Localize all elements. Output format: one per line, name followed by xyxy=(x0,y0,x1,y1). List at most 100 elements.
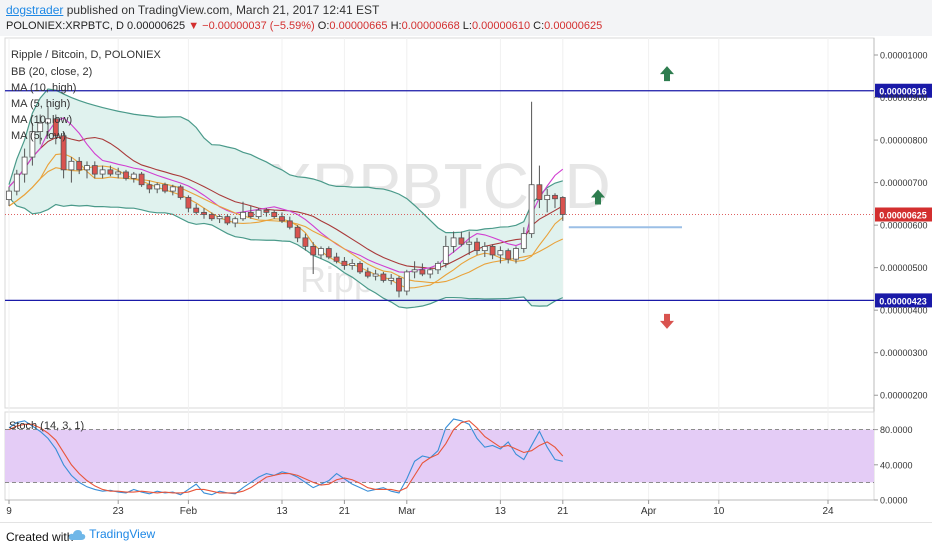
price-chart[interactable]: XRPBTC, D Ripple / Bitcoin 0.000009160.0… xyxy=(0,0,932,522)
candle[interactable] xyxy=(107,165,114,177)
y-axis-tick-label: 0.00000700 xyxy=(880,178,928,188)
candle[interactable] xyxy=(130,171,137,183)
candle[interactable] xyxy=(552,193,558,209)
candle[interactable] xyxy=(419,263,426,277)
candle[interactable] xyxy=(263,208,270,217)
candle[interactable] xyxy=(208,212,215,221)
candle[interactable] xyxy=(505,248,512,264)
tradingview-brand[interactable]: TradingView xyxy=(68,527,155,542)
candle-body xyxy=(325,248,332,258)
candle[interactable] xyxy=(169,184,176,196)
author-link[interactable]: dogstrader xyxy=(6,3,64,17)
candle[interactable] xyxy=(357,261,363,275)
candle[interactable] xyxy=(255,208,262,219)
candle[interactable] xyxy=(240,201,246,221)
candle[interactable] xyxy=(396,276,402,298)
candle-body xyxy=(21,156,28,175)
candle[interactable] xyxy=(271,210,278,219)
candle-body xyxy=(201,211,207,215)
candle-body xyxy=(364,271,371,277)
y-axis-tick-label: 0.00000500 xyxy=(880,263,928,273)
candle[interactable] xyxy=(489,244,496,260)
candle[interactable] xyxy=(185,195,192,213)
candle[interactable] xyxy=(403,269,410,296)
candle[interactable] xyxy=(138,171,145,187)
candle[interactable] xyxy=(146,180,153,194)
candle[interactable] xyxy=(380,271,387,283)
candle[interactable] xyxy=(193,203,200,215)
candle[interactable] xyxy=(45,106,51,136)
candle-body xyxy=(333,256,340,262)
candle[interactable] xyxy=(333,252,340,264)
candle[interactable] xyxy=(123,169,129,181)
candle[interactable] xyxy=(435,261,441,275)
stoch-band xyxy=(5,429,874,483)
candle-body xyxy=(388,277,395,281)
candle[interactable] xyxy=(21,148,28,183)
candle[interactable] xyxy=(6,186,12,206)
candle[interactable] xyxy=(364,267,371,279)
candle[interactable] xyxy=(481,242,488,258)
candle[interactable] xyxy=(513,246,519,264)
published-text: published on TradingView.com, March 21, … xyxy=(66,3,380,17)
candle[interactable] xyxy=(99,165,106,179)
candle[interactable] xyxy=(325,246,332,260)
candle[interactable] xyxy=(497,246,504,264)
candle[interactable] xyxy=(544,188,551,213)
candle-body xyxy=(13,173,20,192)
candle[interactable] xyxy=(286,216,293,230)
candle[interactable] xyxy=(536,165,543,209)
open-label: O: xyxy=(317,20,330,32)
candle[interactable] xyxy=(442,235,449,268)
candle-body xyxy=(419,269,426,275)
candle[interactable] xyxy=(279,212,285,223)
candle[interactable] xyxy=(559,196,566,221)
candle-body xyxy=(411,269,418,273)
candle[interactable] xyxy=(474,237,480,255)
candle[interactable] xyxy=(341,257,348,270)
candle-body xyxy=(286,220,293,228)
candle[interactable] xyxy=(37,114,44,145)
candle[interactable] xyxy=(528,101,535,238)
candle[interactable] xyxy=(349,259,356,270)
candle[interactable] xyxy=(60,131,67,179)
candle[interactable] xyxy=(91,161,98,179)
candle[interactable] xyxy=(76,157,83,175)
arrow-down-icon xyxy=(660,313,674,329)
level-price-tag xyxy=(875,293,932,308)
candle[interactable] xyxy=(224,214,231,226)
candle[interactable] xyxy=(177,184,184,200)
candle[interactable] xyxy=(115,167,122,179)
candle[interactable] xyxy=(450,231,457,253)
candle[interactable] xyxy=(13,169,20,196)
candle[interactable] xyxy=(458,231,465,247)
x-axis-tick-label: Feb xyxy=(180,506,198,517)
candle[interactable] xyxy=(411,261,418,279)
stoch-y-tick-label: 0.0000 xyxy=(880,496,908,506)
candle[interactable] xyxy=(247,205,254,219)
candle[interactable] xyxy=(520,227,527,253)
x-axis-tick-label: 13 xyxy=(276,506,288,517)
candle[interactable] xyxy=(29,123,36,166)
candle[interactable] xyxy=(466,231,473,255)
candle[interactable] xyxy=(318,246,324,260)
candle[interactable] xyxy=(310,242,317,275)
candle[interactable] xyxy=(84,161,90,179)
candle[interactable] xyxy=(232,216,239,228)
candle[interactable] xyxy=(162,182,168,194)
candle[interactable] xyxy=(388,274,395,285)
candle[interactable] xyxy=(201,208,207,219)
candle-body xyxy=(489,245,496,256)
stoch-label: Stoch (14, 3, 1) xyxy=(9,420,84,432)
candle-body xyxy=(91,165,98,175)
candle[interactable] xyxy=(302,233,309,251)
candle[interactable] xyxy=(372,269,379,281)
candle[interactable] xyxy=(216,214,223,223)
candle[interactable] xyxy=(52,114,59,145)
candle[interactable] xyxy=(294,225,301,243)
candle[interactable] xyxy=(154,182,161,194)
candle[interactable] xyxy=(68,157,75,183)
candle[interactable] xyxy=(427,267,434,279)
arrow-up-icon xyxy=(591,189,605,205)
candle-body xyxy=(294,226,301,239)
